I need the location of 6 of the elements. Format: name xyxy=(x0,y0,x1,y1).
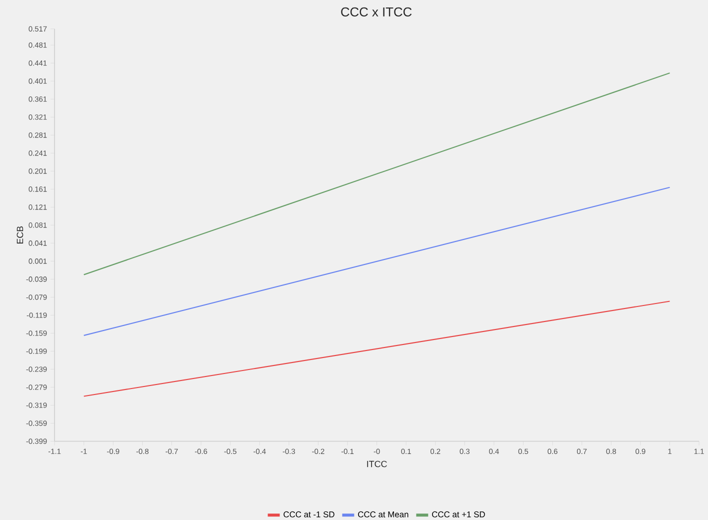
legend-label: CCC at -1 SD xyxy=(284,511,334,518)
chart-title: CCC x ITCC xyxy=(341,7,412,17)
y-axis-title: ECB xyxy=(16,226,24,244)
legend-label: CCC at Mean xyxy=(358,511,408,518)
legend-label: CCC at +1 SD xyxy=(432,511,485,518)
x-axis-title: ITCC xyxy=(367,460,387,468)
